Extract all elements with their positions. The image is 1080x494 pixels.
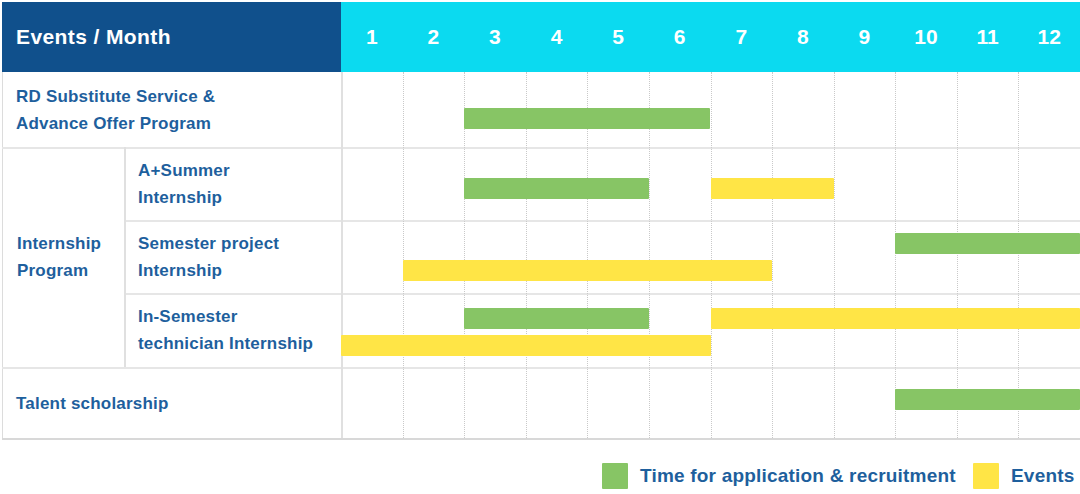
- legend-item-green: Time for application & recruitment: [602, 461, 956, 491]
- legend-item-yellow: Events: [973, 461, 1075, 491]
- month-gridline: [834, 72, 835, 438]
- row-label-line: In-Semester: [138, 303, 341, 330]
- row-label-line: Internship: [138, 257, 341, 284]
- row-label-line: Semester project: [138, 230, 341, 257]
- schedule-table: Events / Month 123456789101112 RD Substi…: [2, 2, 1080, 440]
- gantt-bar-green-row3: [895, 233, 1080, 254]
- legend-label: Events: [1011, 465, 1075, 487]
- month-gridline: [403, 72, 404, 438]
- month-header-6: 6: [649, 2, 711, 72]
- month-header-7: 7: [711, 2, 773, 72]
- row-label-line: Internship: [138, 184, 341, 211]
- gantt-bar-yellow-row3: [403, 260, 773, 281]
- month-header-row: 123456789101112: [341, 2, 1080, 72]
- month-header-1: 1: [341, 2, 403, 72]
- group-label-internship-program: Internship Program: [2, 147, 124, 367]
- row-label-line: Talent scholarship: [16, 390, 341, 417]
- month-header-11: 11: [957, 2, 1019, 72]
- row-label-line: A+Summer: [138, 157, 341, 184]
- month-header-10: 10: [895, 2, 957, 72]
- month-header-4: 4: [526, 2, 588, 72]
- month-header-2: 2: [403, 2, 465, 72]
- legend-swatch-green: [602, 463, 628, 489]
- gantt-bar-yellow-row4: [341, 335, 711, 356]
- month-gridline: [711, 72, 712, 438]
- gantt-schedule: Events / Month 123456789101112 RD Substi…: [0, 0, 1080, 494]
- group-label-line: Program: [17, 257, 124, 284]
- month-header-8: 8: [772, 2, 834, 72]
- gantt-bar-yellow-row2: [711, 178, 834, 199]
- legend-swatch-yellow: [973, 463, 999, 489]
- gantt-bar-green-row2: [464, 178, 649, 199]
- month-header-9: 9: [834, 2, 896, 72]
- row-label-rd-substitute: RD Substitute Service & Advance Offer Pr…: [2, 72, 341, 147]
- gantt-bar-green-row4: [464, 308, 649, 329]
- gantt-bar-yellow-row4: [711, 308, 1080, 329]
- gantt-bar-green-row1: [464, 108, 710, 129]
- row-label-in-semester-technician: In-Semester technician Internship: [124, 293, 341, 367]
- group-label-line: Internship: [17, 230, 124, 257]
- row-label-talent-scholarship: Talent scholarship: [2, 367, 341, 440]
- month-gridline: [895, 72, 896, 438]
- month-header-5: 5: [587, 2, 649, 72]
- month-gridline: [1018, 72, 1019, 438]
- month-header-12: 12: [1018, 2, 1080, 72]
- row-label-line: technician Internship: [138, 330, 341, 357]
- month-gridline: [772, 72, 773, 438]
- events-month-title: Events / Month: [16, 25, 171, 49]
- row-label-line: Advance Offer Program: [16, 110, 341, 137]
- row-label-a-plus-summer: A+Summer Internship: [124, 147, 341, 220]
- events-month-header-cell: Events / Month: [2, 2, 341, 72]
- row-label-line: RD Substitute Service &: [16, 83, 341, 110]
- label-chart-divider: [341, 72, 343, 438]
- legend-label: Time for application & recruitment: [640, 465, 956, 487]
- row-label-semester-project: Semester project Internship: [124, 220, 341, 293]
- month-header-3: 3: [464, 2, 526, 72]
- month-gridline: [957, 72, 958, 438]
- gantt-bar-green-row5: [895, 389, 1080, 410]
